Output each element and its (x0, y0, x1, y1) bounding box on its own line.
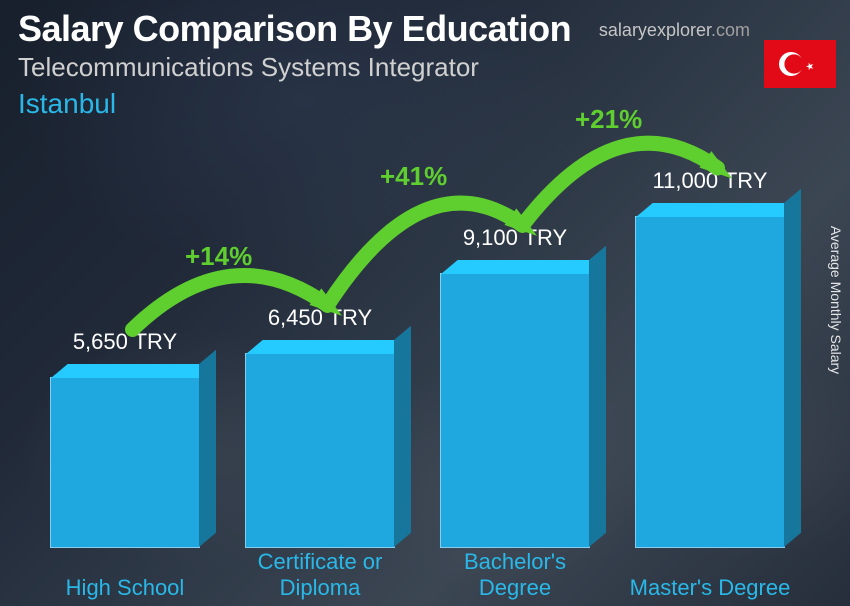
watermark: salaryexplorer.com (599, 20, 750, 41)
increase-percent: +21% (575, 104, 642, 135)
chart-title: Salary Comparison By Education (18, 8, 571, 50)
bar-category-label: Certificate or Diploma (230, 549, 410, 600)
y-axis-label: Average Monthly Salary (828, 226, 844, 374)
chart-subtitle: Telecommunications Systems Integrator (18, 52, 479, 83)
chart-location: Istanbul (18, 88, 116, 120)
bar-category-label: Bachelor's Degree (425, 549, 605, 600)
watermark-main: salaryexplorer (599, 20, 711, 40)
bar-category-label: High School (35, 575, 215, 600)
bar-category-label: Master's Degree (620, 575, 800, 600)
increase-arrow: +21% (30, 148, 820, 548)
watermark-suffix: .com (711, 20, 750, 40)
flag-turkey (764, 40, 836, 88)
bar-chart: 5,650 TRYHigh School6,450 TRYCertificate… (30, 148, 820, 548)
